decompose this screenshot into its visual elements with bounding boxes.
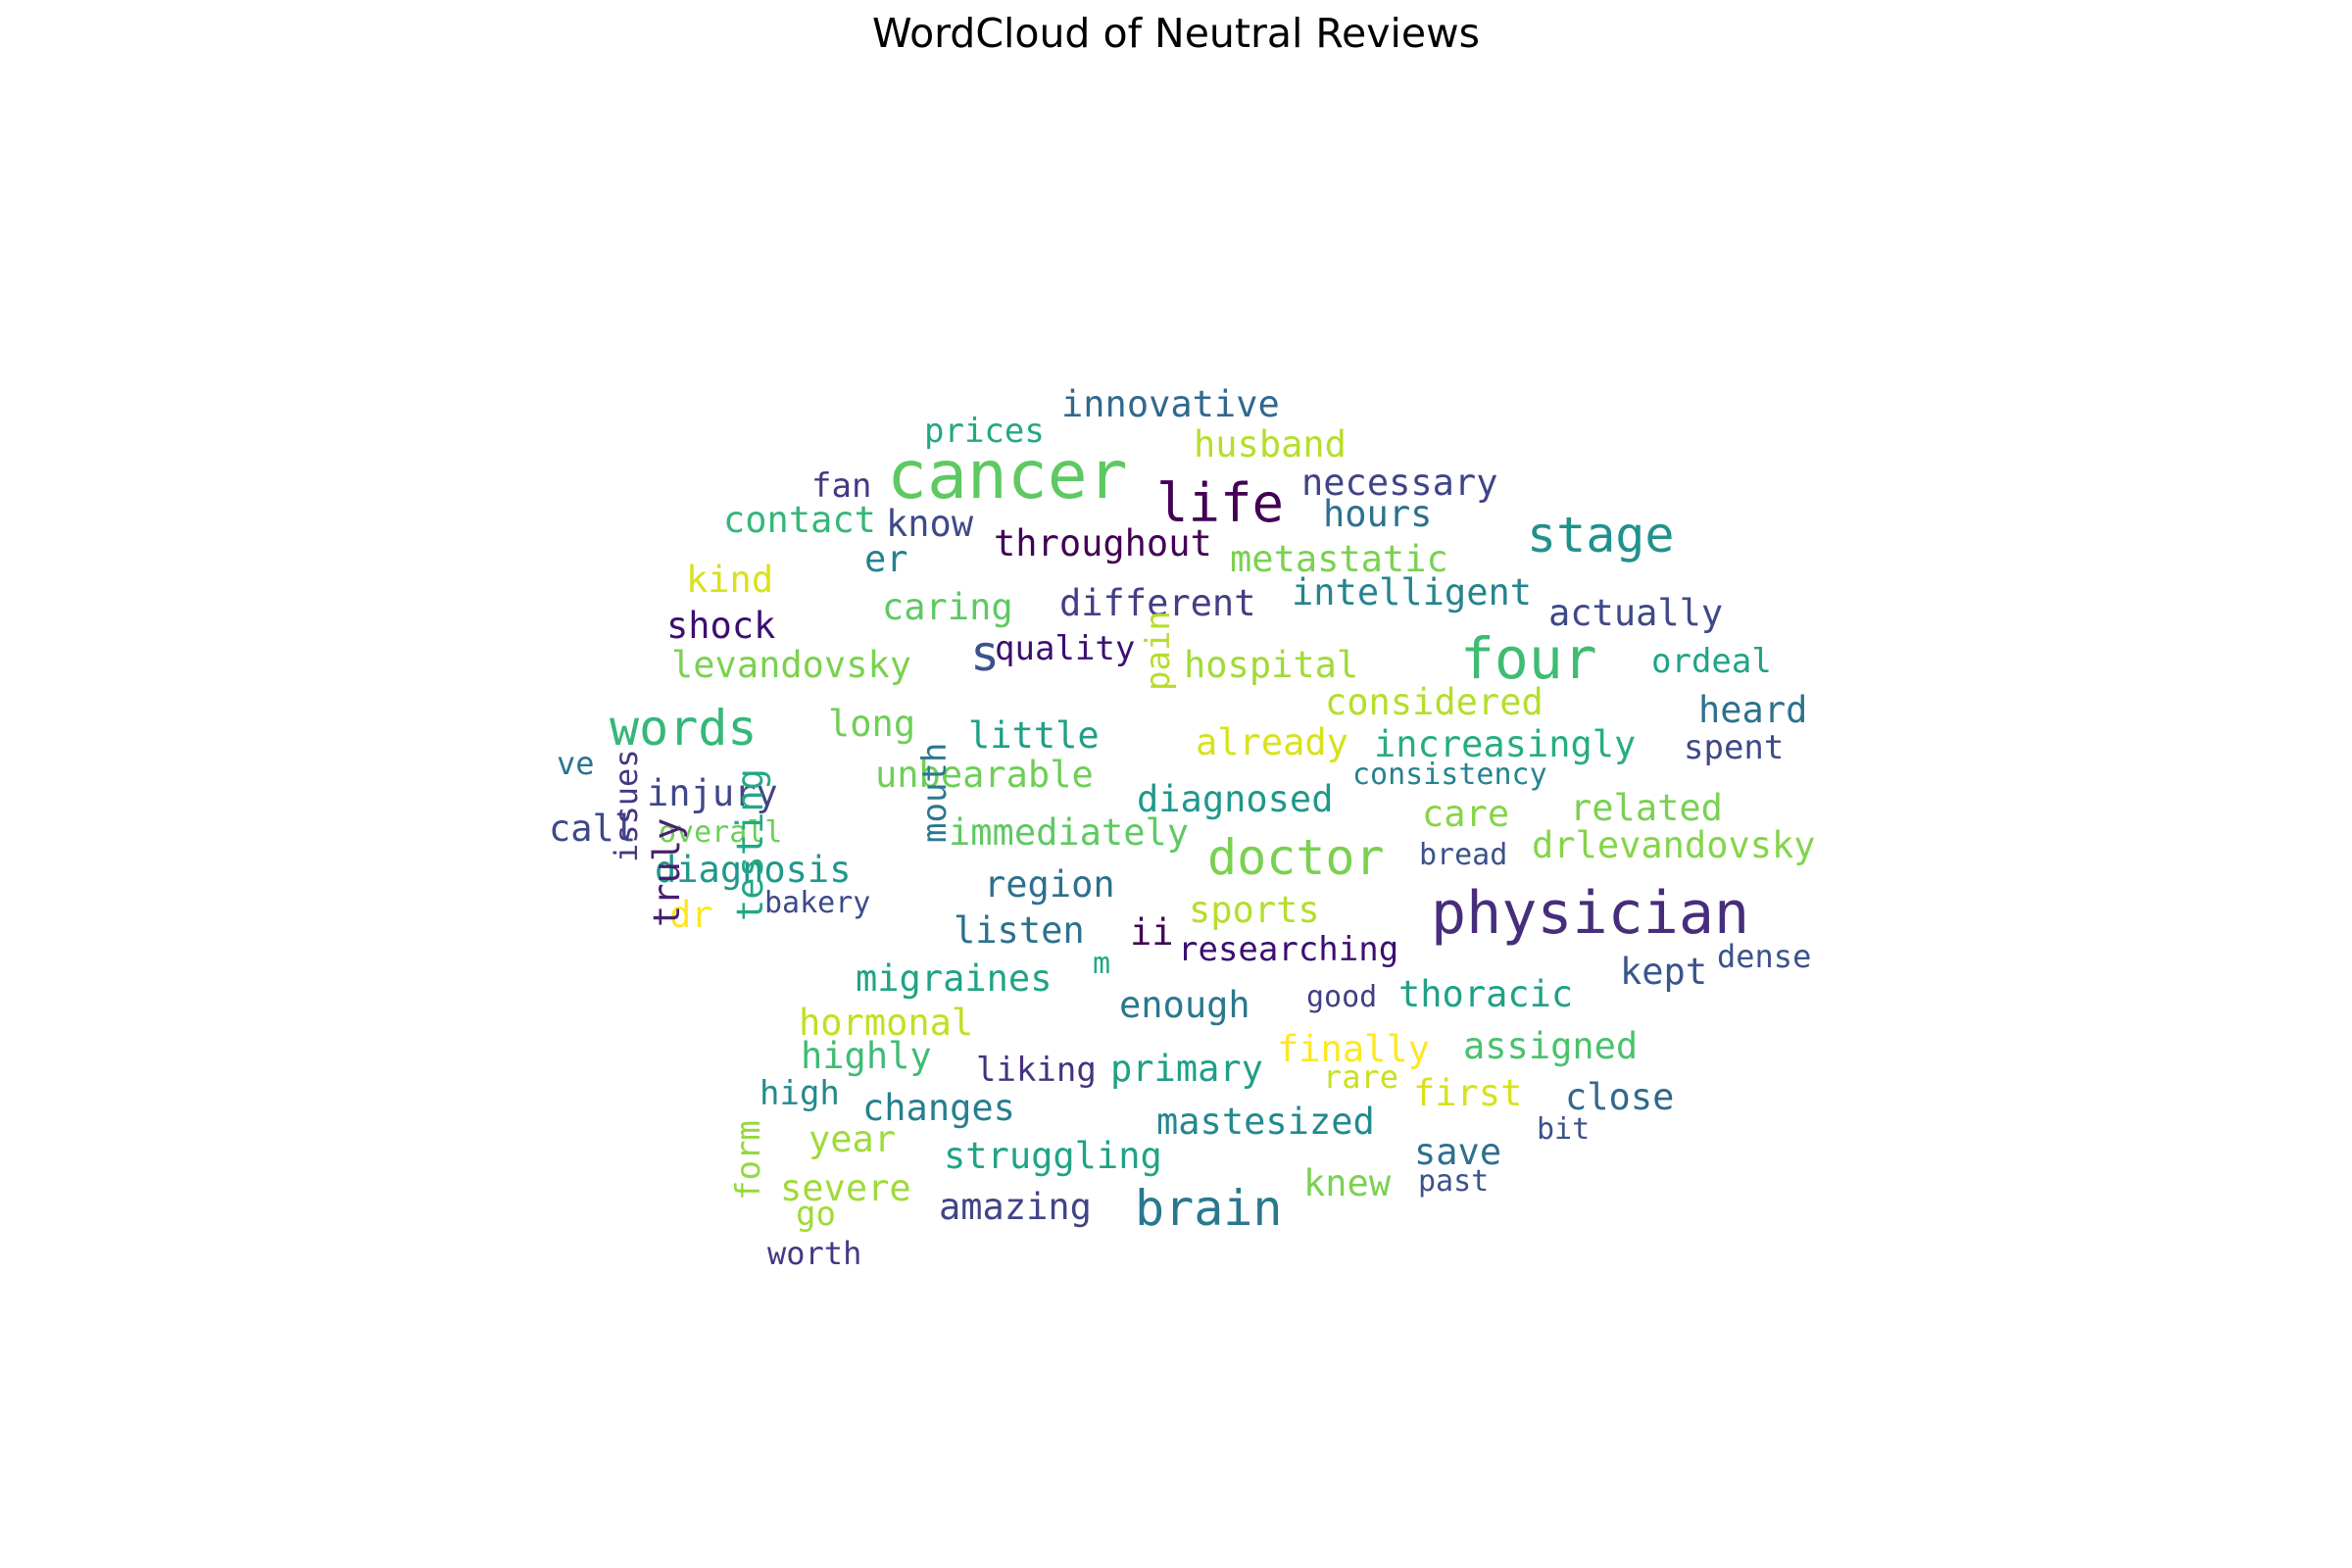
word-know: know [886, 503, 974, 545]
word-form: form [729, 1120, 768, 1200]
word-long: long [828, 703, 915, 745]
word-primary: primary [1110, 1048, 1263, 1090]
word-dr: dr [669, 894, 713, 936]
word-go: go [796, 1195, 836, 1234]
word-overall: overall [659, 815, 782, 850]
word-highly: highly [801, 1035, 932, 1077]
word-levandovsky: levandovsky [671, 644, 911, 686]
word-spent: spent [1684, 728, 1784, 767]
word-ii: ii [1130, 911, 1174, 954]
word-drlevandovsky: drlevandovsky [1532, 824, 1816, 866]
word-bakery: bakery [764, 886, 870, 920]
word-bit: bit [1537, 1112, 1590, 1147]
word-bread: bread [1419, 838, 1507, 872]
word-worth: worth [767, 1235, 861, 1272]
word-fan: fan [811, 466, 871, 506]
word-brain: brain [1135, 1180, 1283, 1237]
word-amazing: amazing [939, 1186, 1092, 1228]
word-heard: heard [1698, 689, 1807, 731]
word-mouth: mouth [915, 743, 955, 843]
word-actually: actually [1548, 592, 1723, 634]
word-assigned: assigned [1463, 1025, 1638, 1067]
word-ordeal: ordeal [1651, 642, 1772, 681]
word-unbearable: unbearable [875, 754, 1094, 796]
word-consistency: consistency [1352, 758, 1547, 792]
word-researching: researching [1178, 930, 1398, 969]
word-intelligent: intelligent [1292, 571, 1532, 613]
word-listen: listen [954, 909, 1085, 952]
word-m: m [1093, 947, 1110, 981]
word-er: er [864, 538, 908, 580]
word-hours: hours [1323, 493, 1432, 535]
word-already: already [1196, 721, 1348, 763]
word-throughout: throughout [994, 522, 1212, 564]
word-caring: caring [882, 586, 1013, 628]
word-ve: ve [557, 745, 595, 782]
word-diagnosis: diagnosis [655, 849, 851, 891]
word-husband: husband [1194, 423, 1347, 466]
word-immediately: immediately [949, 811, 1189, 854]
word-quality: quality [995, 629, 1135, 668]
word-close: close [1565, 1076, 1674, 1118]
word-little: little [968, 714, 1100, 757]
word-four: four [1460, 625, 1597, 692]
word-high: high [760, 1074, 840, 1113]
word-first: first [1413, 1072, 1522, 1114]
word-kind: kind [686, 559, 773, 601]
word-care: care [1422, 793, 1509, 835]
word-shock: shock [666, 605, 775, 647]
word-hospital: hospital [1184, 644, 1358, 686]
word-life: life [1156, 472, 1284, 534]
word-kept: kept [1620, 951, 1707, 993]
word-physician: physician [1431, 879, 1749, 948]
word-dense: dense [1717, 938, 1811, 975]
word-diagnosed: diagnosed [1137, 778, 1333, 820]
word-metastatic: metastatic [1230, 538, 1448, 580]
word-words: words [610, 700, 758, 757]
word-region: region [984, 863, 1115, 906]
word-contact: contact [723, 499, 876, 541]
word-changes: changes [862, 1087, 1015, 1129]
word-increasingly: increasingly [1374, 723, 1636, 765]
word-necessary: necessary [1301, 462, 1497, 504]
word-migraines: migraines [856, 957, 1052, 1000]
word-different: different [1059, 582, 1255, 624]
word-group: physiciancancerfourstagelifewordsdoctorb… [549, 383, 1816, 1272]
word-pain: pain [1139, 611, 1178, 691]
word-sports: sports [1189, 889, 1320, 931]
word-innovative: innovative [1061, 383, 1280, 425]
word-save: save [1414, 1131, 1501, 1173]
word-finally: finally [1277, 1028, 1430, 1070]
word-stage: stage [1527, 507, 1675, 564]
word-s: s [970, 625, 1000, 682]
word-year: year [808, 1118, 896, 1160]
word-doctor: doctor [1207, 829, 1385, 886]
word-enough: enough [1119, 984, 1250, 1026]
word-injury: injury [647, 772, 778, 814]
word-prices: prices [924, 412, 1045, 451]
word-good: good [1306, 980, 1377, 1014]
word-past: past [1418, 1164, 1489, 1199]
word-issues: issues [608, 749, 645, 862]
word-rare: rare [1323, 1058, 1398, 1096]
word-related: related [1570, 787, 1723, 829]
word-thoracic: thoracic [1398, 973, 1573, 1015]
word-mastesized: mastesized [1156, 1101, 1375, 1143]
word-considered: considered [1325, 681, 1544, 723]
word-severe: severe [780, 1167, 911, 1209]
word-liking: liking [976, 1051, 1097, 1090]
word-truly: truly [646, 818, 688, 927]
word-testing: testing [729, 768, 771, 921]
word-knew: knew [1303, 1162, 1392, 1204]
word-hormonal: hormonal [799, 1002, 973, 1044]
word-call: call [549, 808, 636, 850]
word-cancer: cancer [887, 437, 1128, 514]
chart-title: WordCloud of Neutral Reviews [871, 10, 1481, 57]
word-struggling: struggling [944, 1135, 1162, 1177]
